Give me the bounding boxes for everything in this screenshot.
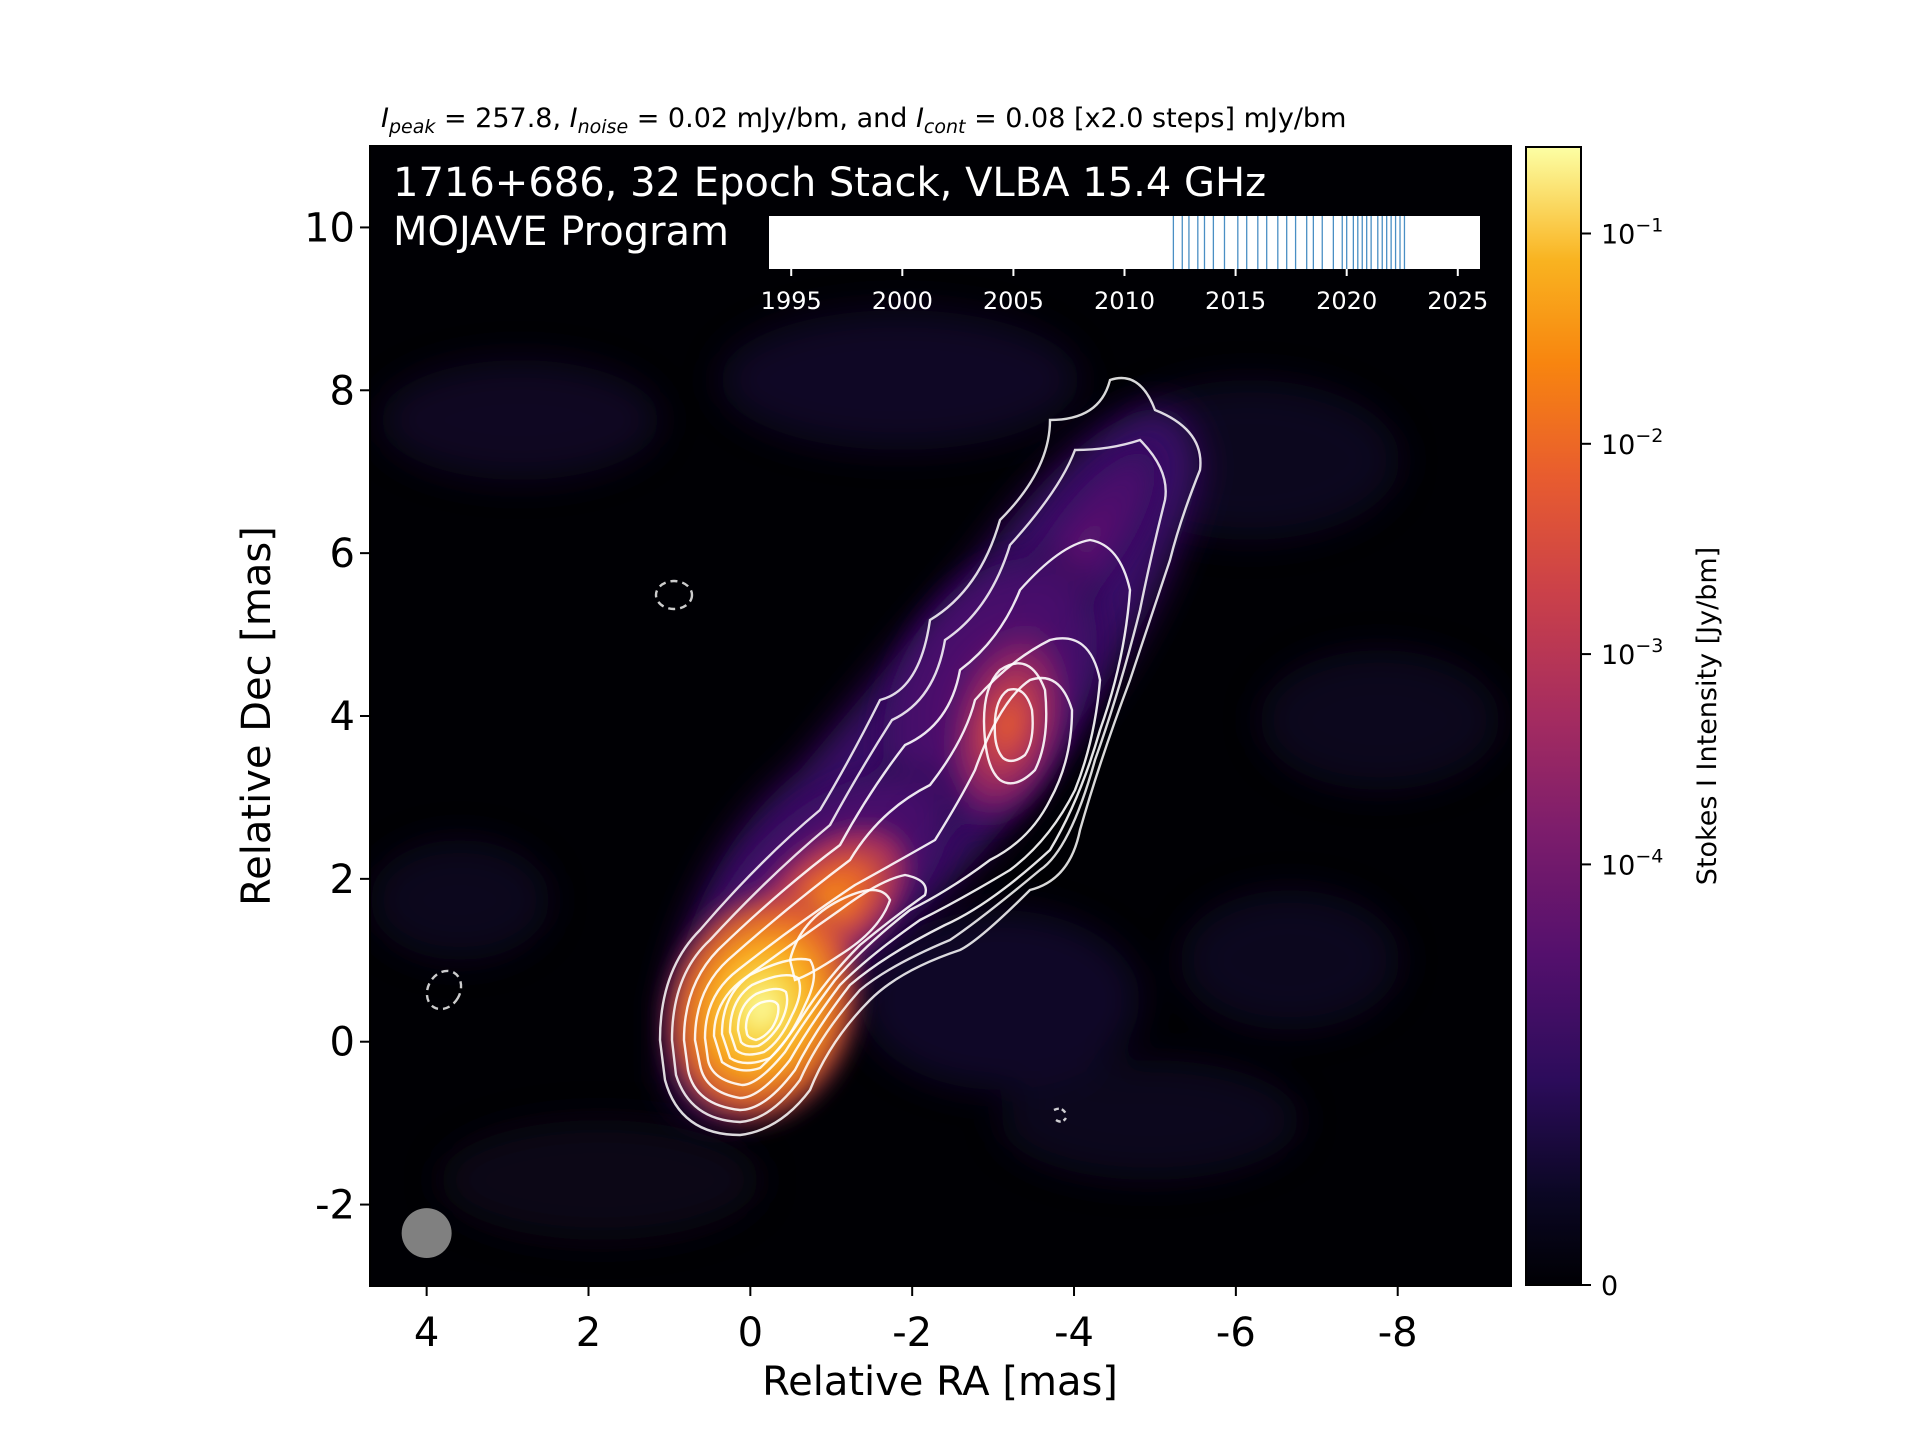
contour-4 [693,637,1102,1100]
epoch-tick-label: 2020 [1316,287,1377,315]
plot-area: 1716+686, 32 Epoch Stack, VLBA 15.4 GHz … [304,145,1512,1356]
contour-2 [670,438,1167,1124]
y-axis-label: Relative Dec [mas] [234,526,280,906]
colorbar-frame [1525,146,1582,1286]
epoch-ticks: 1995 2000 2005 2010 2015 2020 2025 [761,269,1488,315]
epoch-tick-label: 2025 [1427,287,1488,315]
y-axis: -2 0 2 4 6 8 10 [304,205,370,1229]
contour-1 [658,376,1202,1137]
colorbar-tick-label: 10−1 [1601,214,1663,250]
epoch-tick-label: 1995 [761,287,822,315]
x-tick-label: 0 [738,1310,763,1356]
x-tick-label: -6 [1216,1310,1256,1356]
contour-core-2 [728,974,802,1056]
contour-knot-b [993,688,1034,763]
x-tick-label: -8 [1378,1310,1418,1356]
y-tick-label: -2 [315,1183,355,1229]
x-tick-label: -2 [892,1310,932,1356]
contour-core-4 [744,999,780,1042]
epoch-timeline: 1995 2000 2005 2010 2015 2020 2025 [761,216,1488,315]
y-tick-label: 6 [330,531,355,577]
epoch-timeline-box [769,216,1480,269]
colorbar-tick-label: 10−3 [1601,635,1663,671]
contour-5 [703,676,1074,1087]
negative-contour-1 [654,579,694,611]
negative-contour-3 [1053,1107,1068,1123]
x-axis-label: Relative RA [mas] [762,1359,1118,1405]
jet-structure [653,435,1169,1136]
colorbar-ticks: 0 10−4 10−3 10−2 10−1 [1581,214,1663,1302]
y-tick-label: 10 [304,205,355,251]
beam-ellipse [401,1208,452,1259]
noise-haze [370,310,1500,1240]
header-text: Ipeak = 257.8, Inoise = 0.02 mJy/bm, and… [381,103,1346,138]
y-tick-label: 8 [330,368,355,414]
x-tick-label: 2 [576,1310,601,1356]
colorbar: 0 10−4 10−3 10−2 10−1 Stokes I Intensity [Jy… [1525,146,1723,1302]
epoch-tick-label: 2015 [1205,287,1266,315]
contour-knot-a [982,662,1048,785]
y-tick-label: 0 [330,1020,355,1066]
y-tick-label: 4 [330,694,355,740]
intensity-map [370,310,1500,1240]
colorbar-label: Stokes I Intensity [Jy/bm] [1692,547,1723,885]
colorbar-tick-label: 10−4 [1601,845,1663,881]
contour-lines [425,376,1202,1137]
y-tick-label: 2 [330,857,355,903]
contour-inner-a [788,888,892,982]
x-axis: 4 2 0 -2 -4 -6 -8 [414,1286,1418,1356]
contour-core-3 [736,987,789,1048]
epoch-tick-label: 2000 [872,287,933,315]
colorbar-tick-label: 0 [1601,1271,1618,1302]
epoch-tick-label: 2010 [1094,287,1155,315]
contour-core-1 [720,957,816,1065]
colorbar-tick-label: 10−2 [1601,425,1663,461]
plot-title-line2: MOJAVE Program [393,209,729,255]
negative-contour-2 [425,969,463,1011]
beam-layer [401,1208,452,1259]
plot-title-line1: 1716+686, 32 Epoch Stack, VLBA 15.4 GHz [393,160,1266,206]
colorbar-gradient [1526,147,1581,1285]
x-tick-label: 4 [414,1310,439,1356]
epoch-tick-label: 2005 [983,287,1044,315]
contour-3 [682,538,1132,1112]
epoch-lines [1172,216,1406,269]
x-tick-label: -4 [1054,1310,1094,1356]
